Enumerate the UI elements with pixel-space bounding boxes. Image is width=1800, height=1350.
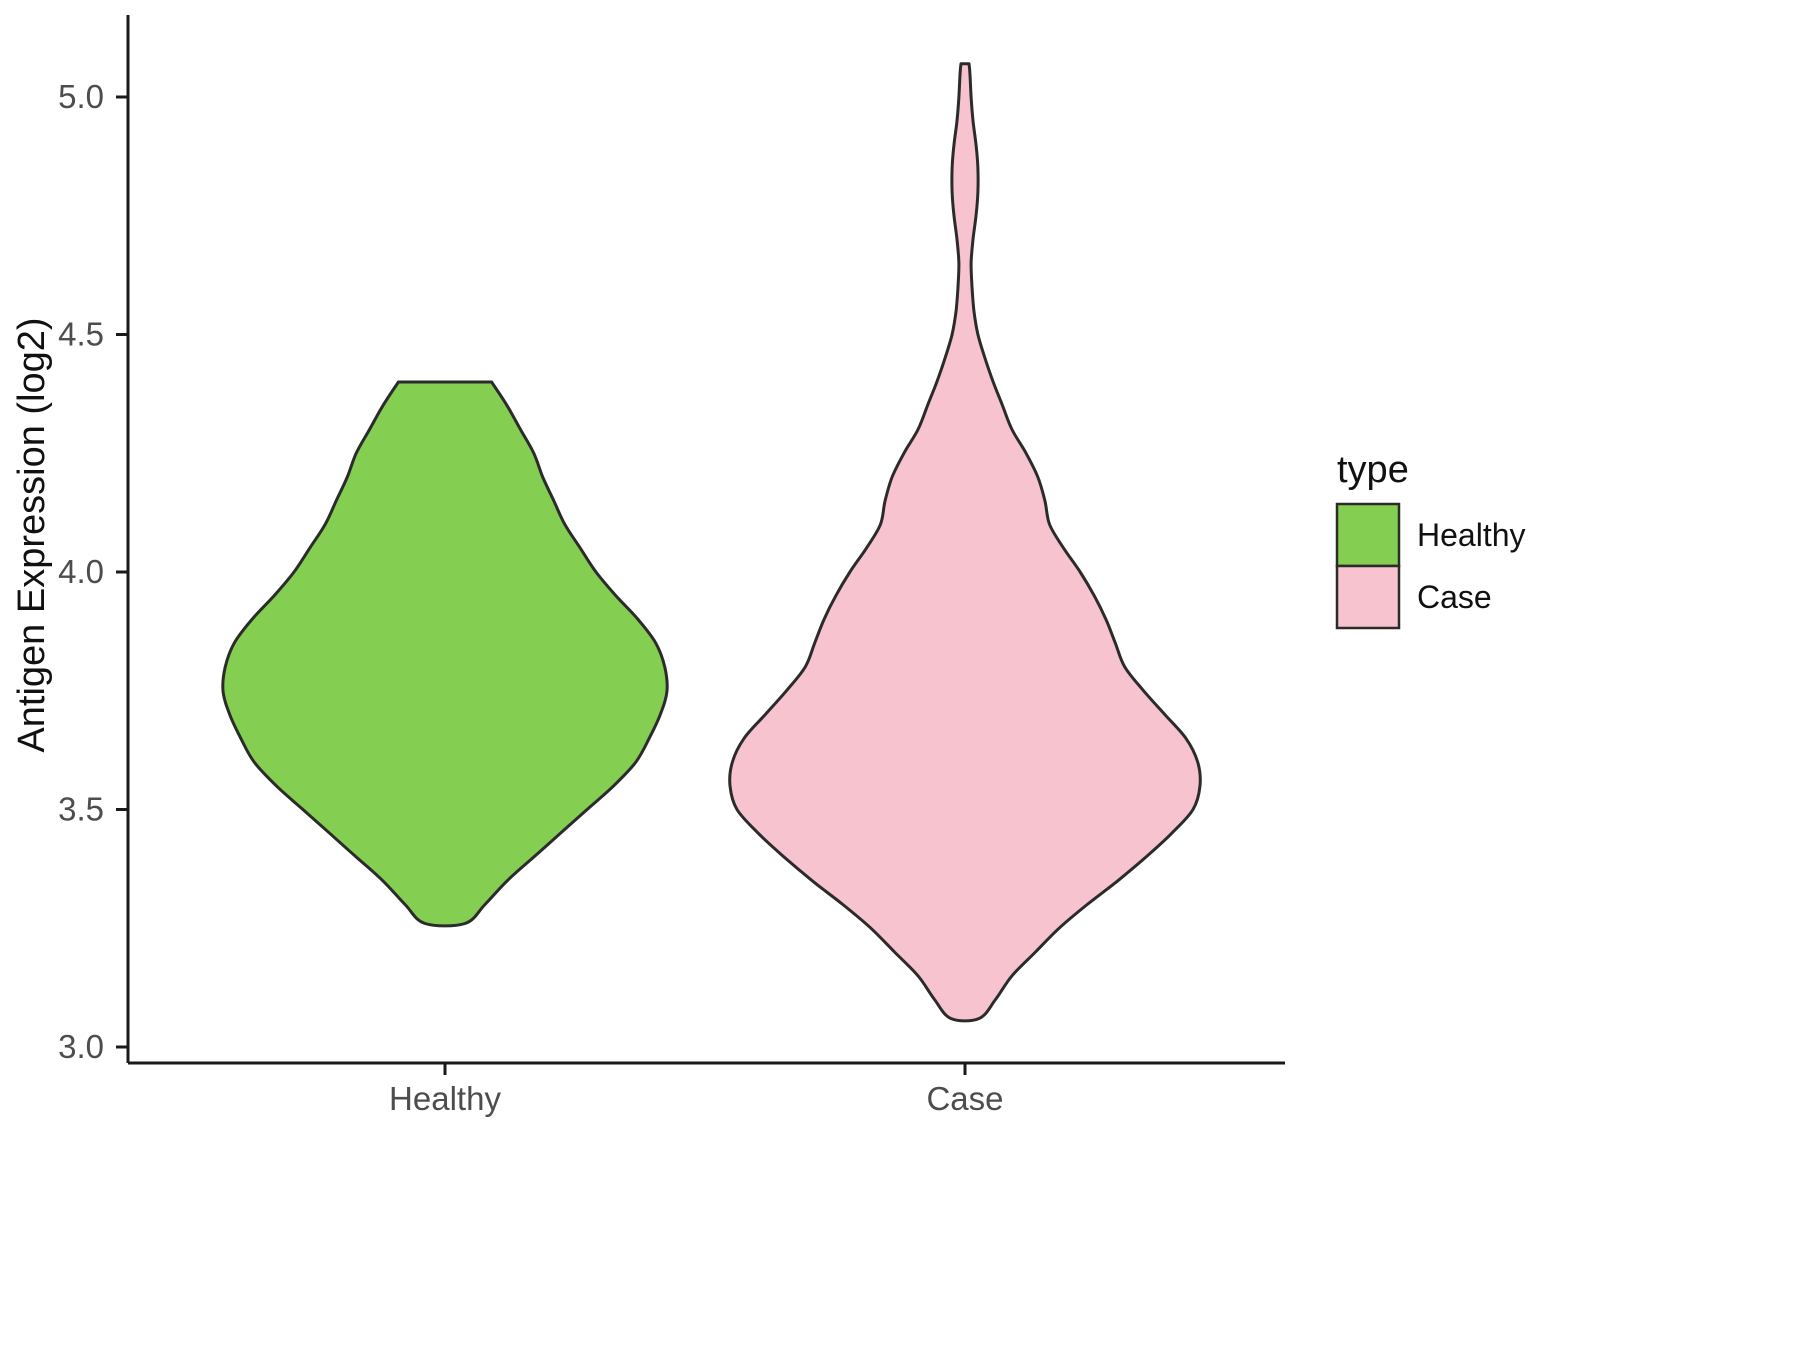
violin-case: [728, 62, 1202, 1023]
y-tick-label-3.0: 3.0: [58, 1028, 104, 1065]
y-tick-label-4.0: 4.0: [58, 553, 104, 590]
y-tick-label-5.0: 5.0: [58, 78, 104, 115]
legend: type Healthy Case: [1335, 449, 1526, 630]
y-axis-title: Antigen Expression (log2): [11, 317, 53, 752]
legend-swatch-case: [1335, 564, 1401, 630]
y-tick-labels: 3.0 3.5 4.0 4.5 5.0: [58, 78, 104, 1065]
x-category-labels: Healthy Case: [389, 1080, 1003, 1117]
y-tick-label-3.5: 3.5: [58, 791, 104, 828]
x-label-healthy: Healthy: [389, 1080, 501, 1117]
violin-layer: [221, 62, 1202, 1023]
axes: [116, 15, 1285, 1075]
legend-label-healthy: Healthy: [1417, 517, 1526, 553]
legend-swatch-healthy: [1335, 502, 1401, 568]
legend-label-case: Case: [1417, 579, 1492, 615]
violin-healthy: [221, 380, 669, 928]
y-tick-label-4.5: 4.5: [58, 316, 104, 353]
legend-title: type: [1337, 449, 1409, 491]
x-label-case: Case: [926, 1080, 1003, 1117]
